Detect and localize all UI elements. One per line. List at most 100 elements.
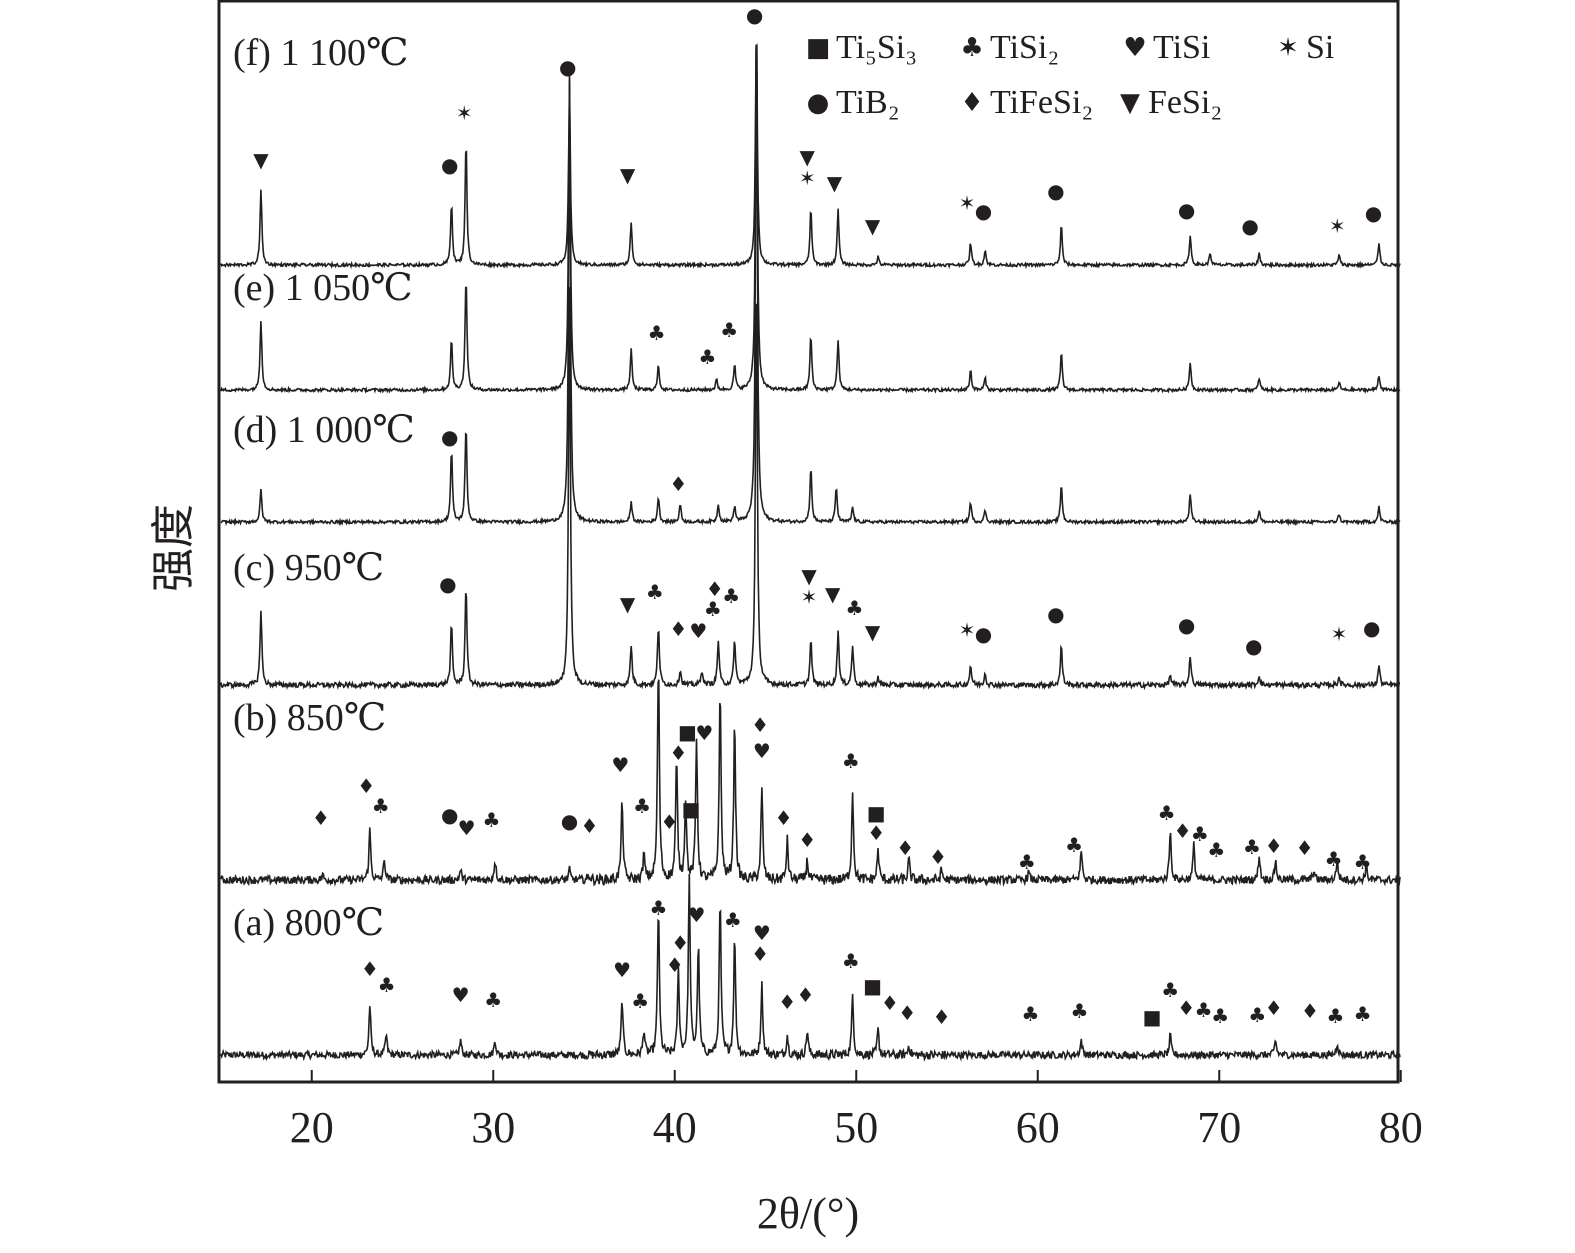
phase-marker-TiSi2: ♣ [372, 794, 390, 818]
phase-marker-Ti5Si3: ■ [867, 801, 886, 825]
phase-marker-TiSi2: ♣ [724, 908, 742, 932]
phase-marker-TiFeSi2: ♦ [1177, 996, 1195, 1020]
phase-marker-TiSi2: ♣ [1211, 1004, 1229, 1028]
legend-symbol: ● [807, 88, 830, 118]
phase-marker-TiSi2: ♣ [1022, 1002, 1040, 1026]
phase-marker-TiB2: ● [441, 153, 458, 177]
legend-symbol: ✶ [1277, 33, 1299, 63]
phase-marker-TiB2: ● [1178, 613, 1195, 637]
pattern-label: (d) 1 000℃ [233, 409, 415, 451]
legend-symbol: ▼ [1120, 88, 1140, 118]
x-tick-label: 60 [1016, 1103, 1060, 1152]
phase-marker-TiFeSi2: ♦ [1265, 996, 1283, 1020]
phase-marker-TiFeSi2: ♦ [798, 828, 816, 852]
phase-marker-TiFeSi2: ♦ [796, 983, 814, 1007]
phase-marker-TiFeSi2: ♦ [1301, 999, 1319, 1023]
pattern-5: ▼ ●✶●▼●▼✶ ▼▼✶ ●●●● ✶●(f) 1 100℃ [220, 3, 1401, 270]
legend-item-Ti5Si3: ■ Ti₅Si₃ [806, 29, 917, 66]
phase-marker-TiSi2: ♣ [1354, 1002, 1372, 1026]
phase-marker-TiB2: ● [746, 3, 763, 27]
pattern-label: (a) 800℃ [233, 902, 384, 944]
legend-label: Ti₅Si₃ [836, 29, 917, 66]
pattern-line [220, 46, 1401, 395]
phase-marker-Ti5Si3: ■ [863, 974, 882, 998]
x-axis: 20 30 40 50 60 70 80 [290, 1070, 1423, 1152]
phase-marker-TiB2: ● [439, 572, 456, 596]
phase-marker-TiFeSi2: ♦ [361, 957, 379, 981]
phase-marker-TiFeSi2: ♦ [896, 836, 914, 860]
phase-marker-TiSi: ♥ [458, 816, 476, 840]
phase-marker-FeSi2: ▼ [253, 148, 269, 172]
legend: ■ Ti₅Si₃ ♣ TiSi₂ ♥ TiSi ✶ Si ● TiB₂ ♦ TiFeSi₂ ▼ FeSi₂ [806, 29, 1335, 121]
phase-marker-TiFeSi2: ♦ [775, 806, 793, 830]
phase-marker-TiFeSi2: ♦ [1296, 836, 1314, 860]
phase-marker-FeSi2: ▼ [827, 171, 843, 195]
legend-label: TiFeSi₂ [990, 84, 1093, 121]
phase-marker-TiSi2: ♣ [646, 580, 664, 604]
x-tick-label: 50 [834, 1103, 878, 1152]
phase-marker-FeSi2: ▼ [801, 564, 817, 588]
pattern-label: (f) 1 100℃ [233, 32, 408, 74]
phase-marker-TiSi: ♥ [695, 721, 713, 745]
x-axis-title: 2θ/(°) [757, 1189, 859, 1238]
phase-marker-TiSi2: ♣ [484, 988, 502, 1012]
x-tick-label: 20 [290, 1103, 334, 1152]
plot-area: ♦♣ ♥ ♣♥♣♣♦♦♥ ♣♥♦♦ ♦♣■♦ ♦ ♦ ♣ ♣ ■♣♦ ♣♣ ♣♦ ♦ ♣ ♣(a) 800℃… [220, 3, 1401, 1062]
pattern-line [220, 43, 1401, 270]
legend-label: Si [1306, 29, 1334, 66]
phase-marker-TiB2: ● [1365, 201, 1382, 225]
phase-marker-TiFeSi2: ♦ [669, 741, 687, 765]
y-axis-title: 强度 [149, 504, 198, 592]
phase-marker-Ti5Si3: ■ [682, 797, 701, 821]
phase-marker-TiSi2: ♣ [698, 345, 716, 369]
phase-marker-TiFeSi2: ♦ [357, 774, 375, 798]
phase-marker-TiB2: ● [559, 55, 576, 79]
pattern-0: ♦♣ ♥ ♣♥♣♣♦♦♥ ♣♥♦♦ ♦♣■♦ ♦ ♦ ♣ ♣ ■♣♦ ♣♣ ♣♦ ♦ ♣ ♣(a) 800℃ [220, 873, 1401, 1062]
phase-marker-TiSi: ♥ [753, 739, 771, 763]
pattern-label: (c) 950℃ [233, 547, 384, 589]
phase-marker-TiB2: ● [441, 425, 458, 449]
phase-marker-Ti5Si3: ■ [678, 720, 697, 744]
phase-marker-TiB2: ● [561, 809, 578, 833]
phase-marker-TiB2: ● [975, 622, 992, 646]
pattern-line [220, 873, 1401, 1062]
legend-symbol: ♦ [960, 88, 983, 118]
phase-marker-TiSi: ♥ [452, 983, 470, 1007]
phase-marker-FeSi2: ▼ [865, 620, 881, 644]
legend-label: TiSi₂ [990, 29, 1059, 66]
phase-marker-TiB2: ● [975, 199, 992, 223]
phase-marker-TiSi2: ♣ [842, 949, 860, 973]
phase-marker-TiSi2: ♣ [648, 321, 666, 345]
phase-marker-TiFeSi2: ♦ [881, 991, 899, 1015]
phase-marker-Si: ✶ [456, 101, 473, 125]
phase-marker-TiB2: ● [1245, 634, 1262, 658]
phase-marker-TiFeSi2: ♦ [660, 810, 678, 834]
phase-marker-TiSi2: ♣ [1071, 999, 1089, 1023]
phase-marker-TiSi2: ♣ [842, 749, 860, 773]
phase-marker-TiSi2: ♣ [1325, 847, 1343, 871]
phase-marker-TiSi2: ♣ [378, 973, 396, 997]
pattern-line [220, 287, 1401, 691]
phase-marker-TiSi2: ♣ [1326, 1004, 1344, 1028]
phase-marker-TiFeSi2: ♦ [751, 713, 769, 737]
phase-marker-TiFeSi2: ♦ [778, 990, 796, 1014]
legend-item-Si: ✶ Si [1277, 29, 1334, 66]
legend-symbol: ♣ [960, 33, 983, 63]
phase-marker-TiFeSi2: ♦ [867, 821, 885, 845]
phase-marker-TiFeSi2: ♦ [1174, 819, 1192, 843]
pattern-label: (b) 850℃ [233, 697, 386, 739]
phase-marker-FeSi2: ▼ [620, 163, 636, 187]
legend-symbol: ♥ [1123, 33, 1146, 63]
legend-symbol: ■ [806, 33, 831, 63]
phase-marker-TiFeSi2: ♦ [751, 942, 769, 966]
phase-marker-TiSi2: ♣ [722, 584, 740, 608]
legend-item-FeSi2: ▼ FeSi₂ [1120, 84, 1222, 121]
pattern-2: ●▼ ♣♦ ♥♦♣♣▼✶ ▼♣▼ ✶ ●● ●● ✶ ●(c) 950℃ [220, 287, 1401, 691]
phase-marker-Si: ✶ [959, 618, 976, 642]
phase-marker-TiB2: ● [1363, 616, 1380, 640]
plot-frame [217, 0, 1400, 1084]
phase-marker-TiSi: ♥ [689, 619, 707, 643]
phase-marker-TiFeSi2: ♦ [1265, 834, 1283, 858]
phase-marker-TiSi: ♥ [613, 958, 631, 982]
